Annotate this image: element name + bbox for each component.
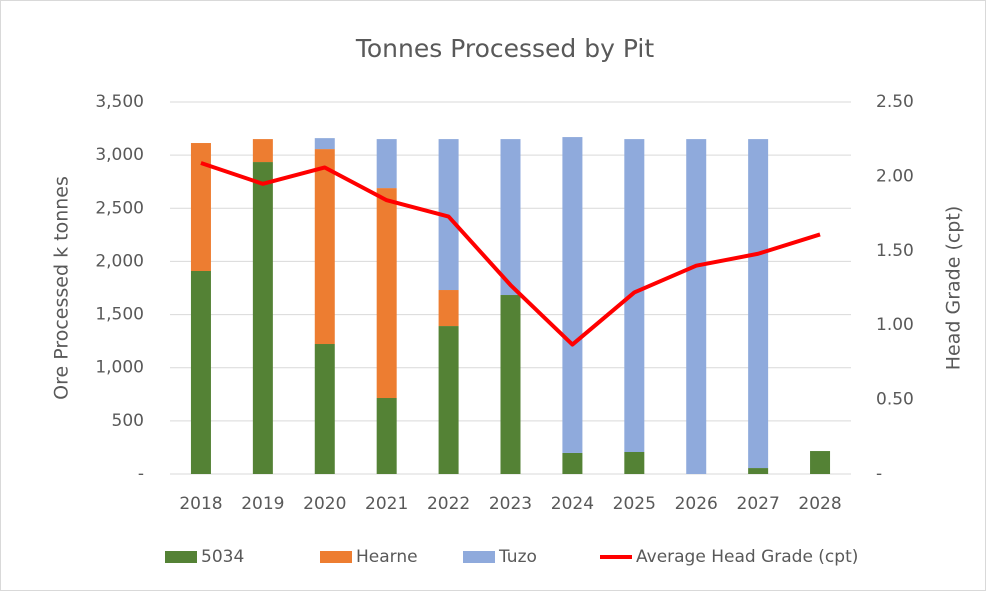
- bar: [376, 398, 397, 474]
- bar: [748, 468, 769, 474]
- bar: [686, 139, 707, 474]
- y2-axis-title: Head Grade (cpt): [943, 206, 965, 370]
- bar: [562, 137, 583, 453]
- legend-swatch: [320, 551, 352, 563]
- y-tick-label: 1,000: [95, 358, 144, 378]
- bar: [314, 344, 335, 474]
- bar: [252, 162, 273, 474]
- y2-tick-label: 1.00: [876, 315, 914, 335]
- legend-label: Hearne: [356, 547, 418, 567]
- bar: [748, 139, 769, 469]
- x-tick-label: 2019: [241, 494, 284, 514]
- bar: [624, 451, 645, 474]
- bar: [500, 295, 521, 474]
- bar: [314, 138, 335, 150]
- bar: [810, 451, 831, 474]
- bar: [376, 139, 397, 189]
- x-tick-label: 2024: [551, 494, 594, 514]
- x-tick-label: 2026: [675, 494, 718, 514]
- bar: [438, 290, 459, 327]
- y-tick-label: 1,500: [95, 305, 144, 325]
- x-tick-label: 2027: [737, 494, 780, 514]
- y-tick-label: 3,500: [95, 92, 144, 112]
- bar: [252, 139, 273, 163]
- bar: [190, 270, 211, 474]
- y2-tick-label: 2.50: [876, 92, 914, 112]
- legend-label: Tuzo: [498, 547, 537, 567]
- y2-tick-label: -: [876, 464, 882, 484]
- y-tick-label: 500: [112, 411, 144, 431]
- y-axis-title: Ore Processed k tonnes: [51, 176, 73, 400]
- legend-label: 5034: [201, 547, 244, 567]
- x-tick-label: 2025: [613, 494, 656, 514]
- x-tick-label: 2028: [798, 494, 841, 514]
- bar: [190, 143, 211, 271]
- bar: [562, 452, 583, 474]
- y-tick-label: 3,000: [95, 145, 144, 165]
- y2-tick-label: 1.50: [876, 241, 914, 261]
- x-tick-label: 2018: [179, 494, 222, 514]
- chart-title: Tonnes Processed by Pit: [355, 34, 654, 63]
- line: [200, 161, 821, 347]
- y2-tick-label: 2.00: [876, 166, 914, 186]
- legend-swatch: [165, 551, 197, 563]
- bar: [314, 149, 335, 345]
- x-tick-label: 2022: [427, 494, 470, 514]
- y-tick-label: 2,000: [95, 251, 144, 271]
- x-tick-label: 2021: [365, 494, 408, 514]
- x-tick-label: 2020: [303, 494, 346, 514]
- legend-swatch: [463, 551, 495, 563]
- y-tick-label: -: [138, 464, 144, 484]
- bar: [376, 188, 397, 399]
- y2-tick-label: 0.50: [876, 390, 914, 410]
- legend-label: Average Head Grade (cpt): [636, 547, 858, 567]
- bar: [624, 139, 645, 452]
- x-tick-label: 2023: [489, 494, 532, 514]
- bar: [500, 139, 521, 296]
- y-tick-label: 2,500: [95, 198, 144, 218]
- bar: [438, 326, 459, 474]
